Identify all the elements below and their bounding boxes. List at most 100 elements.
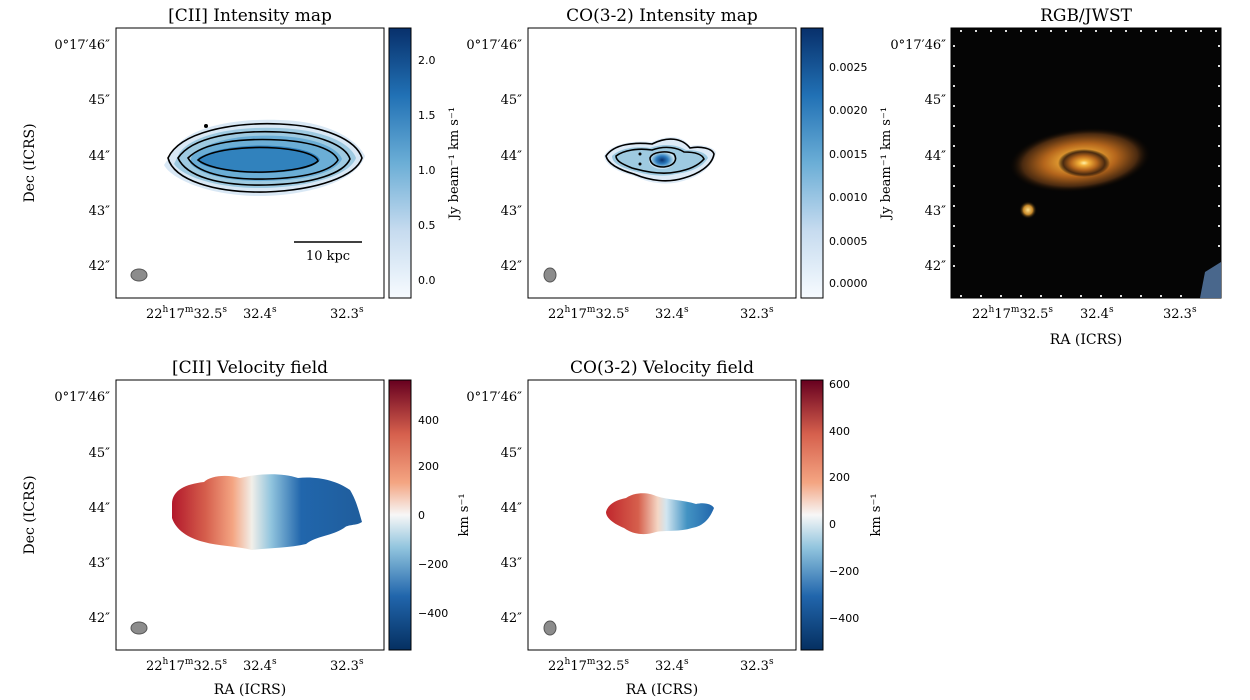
colorbar-tick-label: 0.0010	[829, 191, 868, 204]
y-axis-label: Dec (ICRS)	[22, 123, 38, 202]
y-tick-labels: 0°17′46″ 45″ 44″ 43″ 42″	[54, 38, 110, 274]
y-tick-label: 43″	[925, 204, 947, 219]
y-tick-label: 0°17′46″	[54, 390, 110, 405]
y-tick-label: 0°17′46″	[54, 38, 110, 53]
x-axis-label: RA (ICRS)	[626, 682, 698, 698]
colorbar-tick-label: −400	[418, 607, 448, 620]
beam-ellipse	[130, 268, 148, 282]
y-tick-label: 45″	[501, 93, 523, 108]
x-tick-label: 32.4s	[1080, 305, 1114, 322]
y-tick-label: 42″	[501, 259, 523, 274]
colorbar-tick-label: 0.0	[418, 274, 436, 287]
x-tick-labels: 22h17m32.5s 32.4s 32.3s	[548, 305, 774, 322]
colorbar-tick-label: 0.0015	[829, 148, 868, 161]
y-tick-label: 44″	[501, 501, 523, 516]
x-tick-label: 32.3s	[330, 657, 364, 674]
colorbar	[388, 27, 412, 299]
y-tick-label: 0°17′46″	[466, 38, 522, 53]
beam-ellipse	[543, 620, 557, 636]
x-tick-labels: 22h17m32.5s 32.4s 32.3s	[146, 657, 364, 674]
y-tick-labels: 0°17′46″ 45″ 44″ 43″ 42″	[466, 38, 522, 274]
x-axis-label: RA (ICRS)	[214, 682, 286, 698]
colorbar-tick-label: 2.0	[418, 54, 436, 67]
y-tick-label: 44″	[89, 501, 111, 516]
y-tick-label: 0°17′46″	[890, 38, 946, 53]
x-tick-label: 32.3s	[1163, 305, 1197, 322]
colorbar-tick-label: 1.0	[418, 164, 436, 177]
panel-title: CO(3-2) Intensity map	[566, 6, 758, 26]
panel-title: CO(3-2) Velocity field	[570, 358, 754, 378]
panel-title: RGB/JWST	[1040, 6, 1133, 26]
x-tick-label: 32.3s	[330, 305, 364, 322]
colorbar-ticks: 0.0025 0.0020 0.0015 0.0010 0.0005 0.000…	[829, 61, 868, 290]
panel-cii-velocity: [CII] Velocity field 0°17′46″ 45″ 44″ 43…	[22, 358, 472, 698]
y-tick-labels: 0°17′46″ 45″ 44″ 43″ 42″	[890, 38, 946, 274]
colorbar-tick-label: 0.5	[418, 219, 436, 232]
y-tick-label: 43″	[89, 204, 111, 219]
y-tick-label: 45″	[89, 93, 111, 108]
colorbar-tick-label: 0.0020	[829, 104, 868, 117]
colorbar	[388, 379, 412, 651]
colorbar-tick-label: −200	[829, 565, 859, 578]
x-tick-label: 22h17m32.5s	[548, 305, 629, 322]
x-tick-label: 22h17m32.5s	[972, 305, 1053, 322]
colorbar-tick-label: −200	[418, 558, 448, 571]
y-tick-label: 44″	[925, 149, 947, 164]
y-tick-label: 45″	[501, 446, 523, 461]
colorbar-tick-label: −400	[829, 612, 859, 625]
y-tick-label: 0°17′46″	[466, 390, 522, 405]
x-tick-label: 32.4s	[243, 657, 277, 674]
x-tick-label: 22h17m32.5s	[146, 657, 227, 674]
contour-dot	[204, 124, 208, 128]
colorbar-label: km s⁻¹	[869, 493, 884, 536]
scale-bar-label: 10 kpc	[306, 249, 350, 264]
y-tick-label: 45″	[89, 446, 111, 461]
velocity-field-map	[172, 474, 362, 550]
x-tick-label: 32.3s	[740, 305, 774, 322]
y-tick-label: 42″	[89, 611, 111, 626]
colorbar-tick-label: 0.0000	[829, 277, 868, 290]
y-tick-label: 44″	[89, 149, 111, 164]
x-tick-label: 22h17m32.5s	[548, 657, 629, 674]
contour-lines	[605, 138, 715, 182]
colorbar-tick-label: 200	[829, 471, 850, 484]
y-tick-label: 42″	[89, 259, 111, 274]
colorbar-label: Jy beam⁻¹ km s⁻¹	[879, 107, 894, 221]
x-tick-label: 32.4s	[655, 305, 689, 322]
x-tick-labels: 22h17m32.5s 32.4s 32.3s	[548, 657, 774, 674]
y-tick-label: 43″	[501, 204, 523, 219]
contour-dot	[638, 152, 642, 156]
colorbar-tick-label: 0.0025	[829, 61, 868, 74]
frame-tick-marks	[953, 30, 1220, 297]
beam-ellipse	[130, 621, 148, 635]
colorbar-tick-label: 600	[829, 378, 850, 391]
colorbar-tick-label: 0	[418, 509, 425, 522]
y-tick-labels: 0°17′46″ 45″ 44″ 43″ 42″	[466, 390, 522, 626]
velocity-field-map	[606, 493, 714, 535]
colorbar	[800, 379, 824, 651]
panel-co-velocity: CO(3-2) Velocity field 0°17′46″ 45″ 44″ …	[466, 358, 884, 698]
y-tick-label: 42″	[925, 259, 947, 274]
panel-title: [CII] Velocity field	[172, 358, 328, 378]
x-tick-label: 22h17m32.5s	[146, 305, 227, 322]
x-axis-label: RA (ICRS)	[1050, 332, 1122, 348]
colorbar-tick-label: 400	[418, 414, 439, 427]
colorbar-tick-label: 200	[418, 460, 439, 473]
panel-co-intensity: CO(3-2) Intensity map 0°17′46″ 45″ 44″ 4…	[466, 6, 894, 322]
y-tick-label: 43″	[89, 556, 111, 571]
jwst-image	[1008, 127, 1221, 298]
colorbar-ticks: 2.0 1.5 1.0 0.5 0.0	[418, 54, 436, 287]
colorbar-ticks: 600 400 200 0 −200 −400	[829, 378, 859, 625]
y-tick-labels: 0°17′46″ 45″ 44″ 43″ 42″	[54, 390, 110, 626]
panel-title: [CII] Intensity map	[168, 6, 332, 26]
x-tick-labels: 22h17m32.5s 32.4s 32.3s	[972, 305, 1197, 322]
y-tick-label: 42″	[501, 611, 523, 626]
colorbar-tick-label: 0.0005	[829, 235, 868, 248]
y-axis-label: Dec (ICRS)	[22, 475, 38, 554]
y-tick-label: 43″	[501, 556, 523, 571]
y-tick-label: 44″	[501, 149, 523, 164]
x-tick-label: 32.3s	[740, 657, 774, 674]
x-tick-labels: 22h17m32.5s 32.4s 32.3s	[146, 305, 364, 322]
colorbar-label: km s⁻¹	[457, 493, 472, 536]
